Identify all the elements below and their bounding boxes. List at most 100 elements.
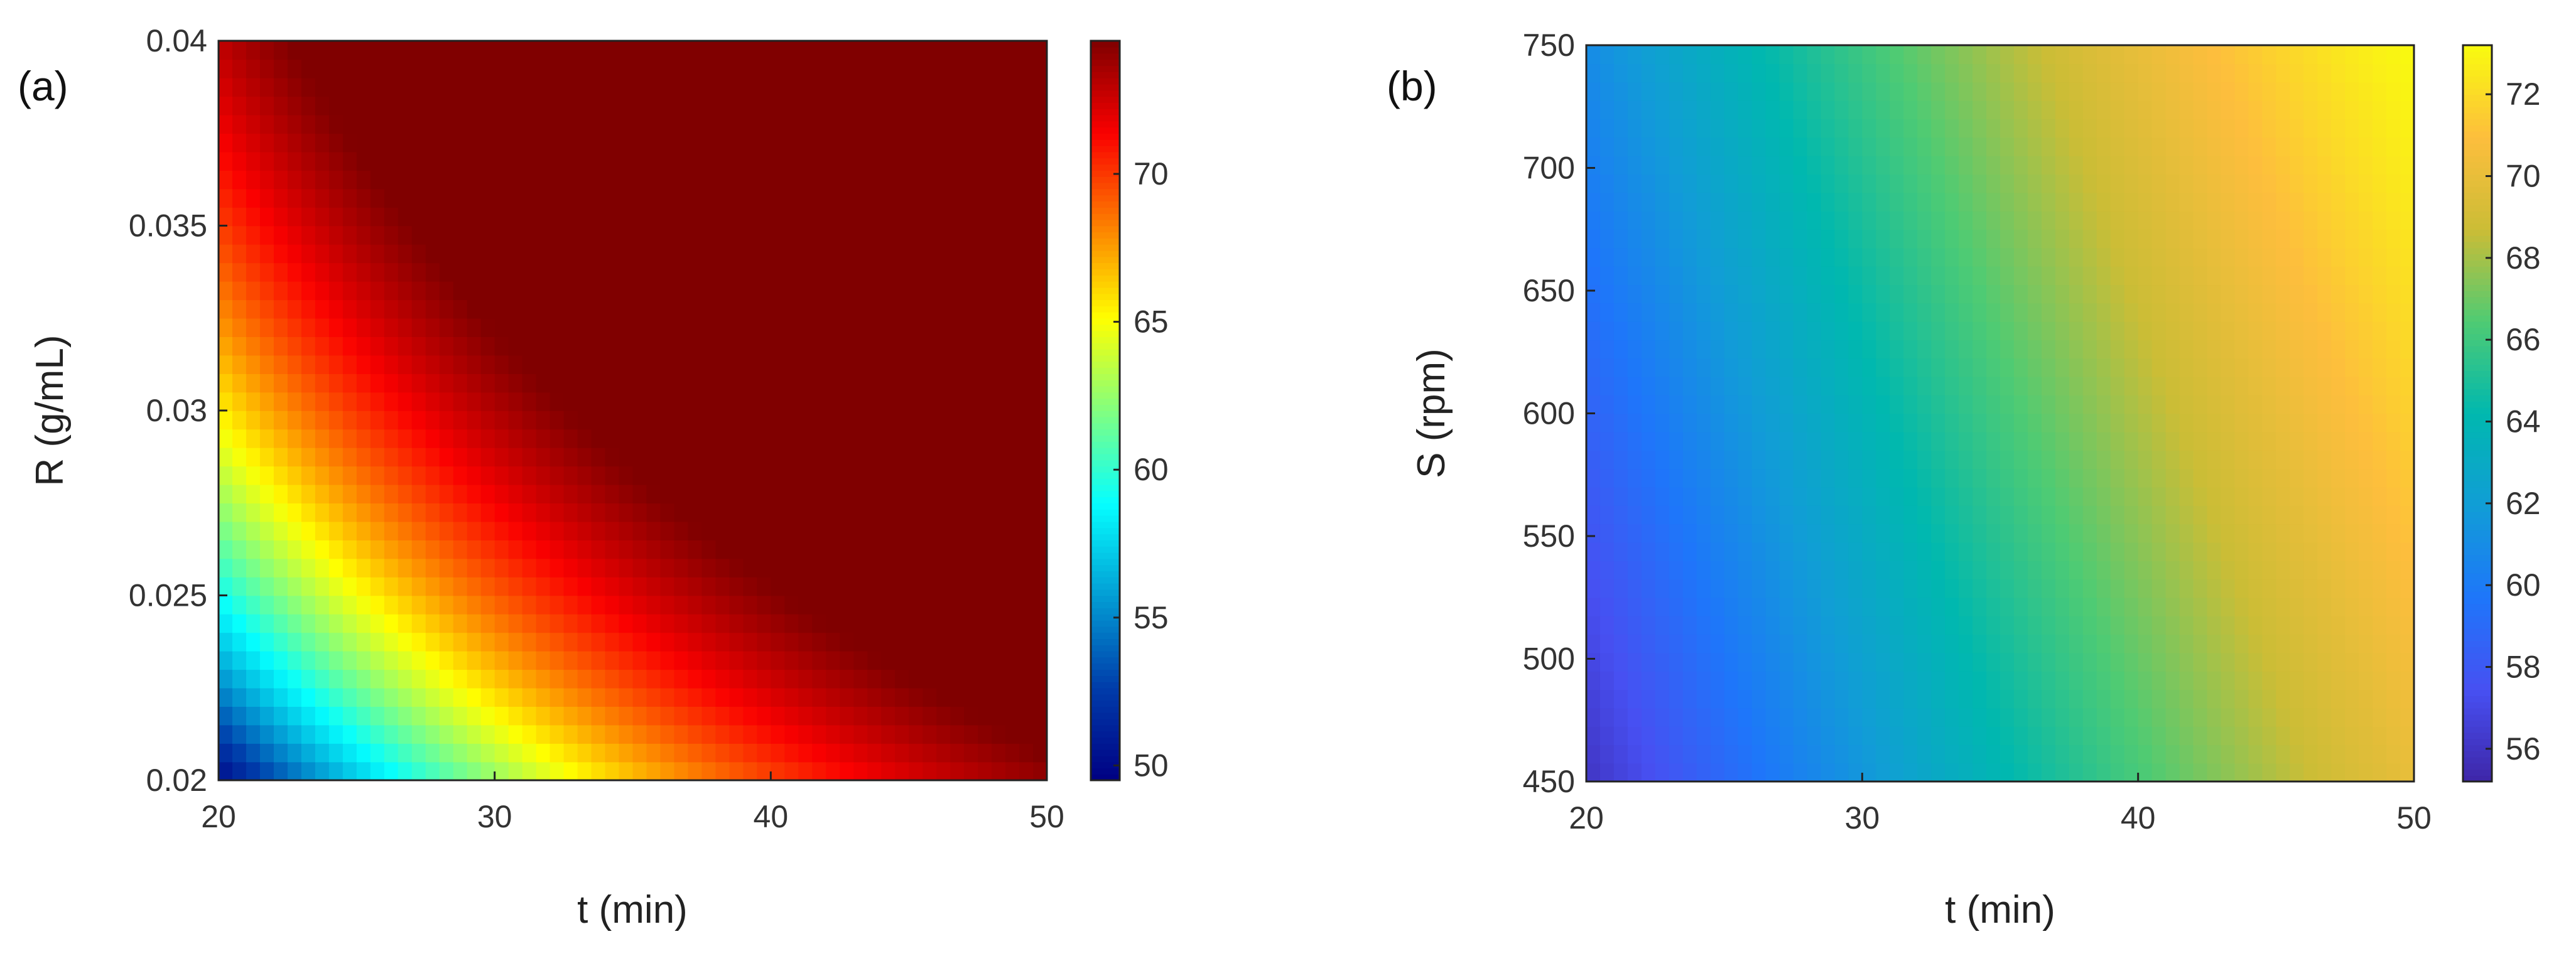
- heatmap-cell: [1669, 726, 1684, 746]
- heatmap-cell: [1613, 542, 1628, 561]
- heatmap-cell: [1779, 340, 1794, 359]
- heatmap-cell: [729, 447, 744, 467]
- heatmap-cell: [2207, 229, 2222, 249]
- heatmap-cell: [2165, 395, 2180, 414]
- heatmap-cell: [591, 687, 606, 707]
- heatmap-cell: [2303, 45, 2319, 65]
- heatmap-cell: [1876, 119, 1891, 138]
- heatmap-cell: [2317, 303, 2332, 322]
- heatmap-cell: [453, 133, 468, 153]
- heatmap-cell: [577, 262, 592, 282]
- heatmap-cell: [1710, 634, 1725, 653]
- heatmap-cell: [1696, 100, 1711, 120]
- heatmap-cell: [1903, 505, 1918, 525]
- heatmap-cell: [2151, 726, 2167, 746]
- heatmap-cell: [1696, 174, 1711, 193]
- heatmap-cell: [536, 429, 551, 448]
- heatmap-cell: [895, 632, 909, 652]
- heatmap-cell: [1765, 229, 1780, 249]
- heatmap-cell: [2013, 689, 2028, 709]
- heatmap-cell: [2151, 174, 2167, 193]
- heatmap-cell: [1848, 616, 1863, 635]
- heatmap-cell: [840, 355, 855, 374]
- heatmap-cell: [577, 429, 592, 448]
- heatmap-cell: [923, 466, 937, 485]
- heatmap-cell: [729, 244, 744, 264]
- heatmap-cell: [1959, 82, 1973, 101]
- heatmap-cell: [2165, 100, 2180, 120]
- heatmap-cell: [798, 392, 813, 411]
- heatmap-cell: [1724, 100, 1739, 120]
- heatmap-cell: [273, 632, 288, 652]
- heatmap-cell: [2248, 284, 2263, 304]
- heatmap-cell: [826, 41, 841, 60]
- heatmap-cell: [1005, 429, 1020, 448]
- colorbar-segment: [1091, 46, 1120, 54]
- heatmap-cell: [660, 669, 675, 689]
- heatmap-cell: [577, 336, 592, 356]
- heatmap-cell: [1821, 63, 1836, 83]
- heatmap-cell: [798, 355, 813, 374]
- heatmap-cell: [812, 133, 827, 153]
- heatmap-cell: [1669, 505, 1684, 525]
- heatmap-cell: [370, 669, 385, 689]
- heatmap-cell: [259, 650, 274, 670]
- heatmap-cell: [591, 336, 606, 356]
- heatmap-cell: [1751, 763, 1767, 782]
- heatmap-cell: [1959, 707, 1973, 727]
- heatmap-cell: [1669, 486, 1684, 506]
- heatmap-cell: [2386, 707, 2401, 727]
- heatmap-cell: [1599, 303, 1615, 322]
- heatmap-cell: [1986, 726, 2001, 746]
- heatmap-cell: [715, 244, 730, 264]
- heatmap-cell: [439, 41, 454, 60]
- colorbar-segment: [1091, 447, 1120, 454]
- heatmap-cell: [2359, 82, 2373, 101]
- heatmap-cell: [1724, 671, 1739, 690]
- heatmap-cell: [328, 613, 344, 633]
- heatmap-cell: [895, 244, 909, 264]
- heatmap-cell: [2373, 726, 2387, 746]
- heatmap-cell: [1917, 303, 1932, 322]
- heatmap-cell: [1710, 155, 1725, 175]
- heatmap-cell: [577, 743, 592, 763]
- heatmap-cell: [619, 706, 634, 726]
- heatmap-cell: [384, 466, 399, 485]
- heatmap-cell: [2234, 505, 2249, 525]
- heatmap-cell: [1917, 155, 1932, 175]
- heatmap-cell: [1019, 521, 1034, 540]
- heatmap-cell: [1738, 174, 1753, 193]
- heatmap-cell: [660, 336, 675, 356]
- heatmap-cell: [909, 669, 923, 689]
- heatmap-cell: [480, 411, 495, 430]
- heatmap-cell: [439, 336, 454, 356]
- heatmap-cell: [646, 484, 661, 504]
- heatmap-cell: [2359, 707, 2373, 727]
- heatmap-cell: [273, 558, 288, 577]
- heatmap-cell: [1655, 82, 1670, 101]
- heatmap-cell: [701, 577, 717, 596]
- heatmap-cell: [439, 687, 454, 707]
- heatmap-cell: [2082, 597, 2097, 616]
- heatmap-cell: [2124, 542, 2139, 561]
- heatmap-cell: [1890, 155, 1905, 175]
- heatmap-cell: [701, 724, 717, 744]
- heatmap-cell: [1821, 137, 1836, 156]
- heatmap-cell: [2096, 579, 2111, 598]
- heatmap-cell: [605, 96, 620, 115]
- heatmap-cell: [2317, 524, 2332, 543]
- colorbar-segment: [1091, 269, 1120, 276]
- colorbar-segment: [1091, 281, 1120, 288]
- heatmap-cell: [992, 687, 1006, 707]
- heatmap-cell: [2151, 542, 2167, 561]
- heatmap-cell: [2165, 561, 2180, 580]
- heatmap-cell: [259, 96, 274, 115]
- heatmap-cell: [1959, 266, 1973, 286]
- heatmap-cell: [2290, 671, 2305, 690]
- heatmap-cell: [398, 466, 413, 485]
- heatmap-cell: [2110, 413, 2125, 432]
- heatmap-cell: [1945, 652, 1959, 672]
- heatmap-cell: [1931, 524, 1946, 543]
- heatmap-cell: [2082, 689, 2097, 709]
- heatmap-cell: [1765, 597, 1780, 616]
